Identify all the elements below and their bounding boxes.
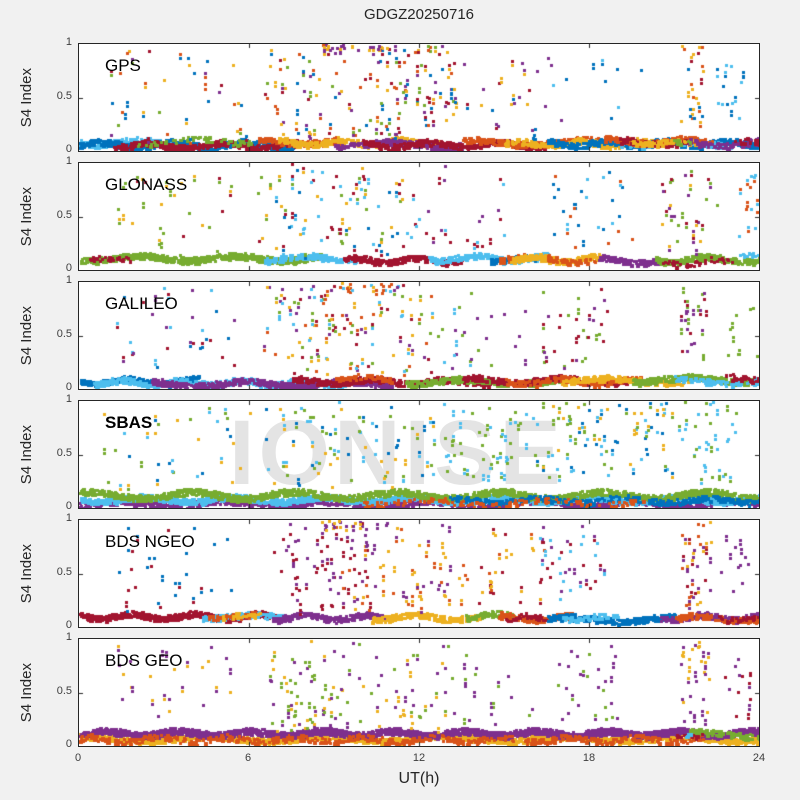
ytick-05-sbas: 0.5 [56,447,72,459]
scatter-canvas-galileo [79,282,759,389]
ytick-05-glonass: 0.5 [56,209,72,221]
panel-label-gps: GPS [105,56,141,75]
ytick-05-gps: 0.5 [56,90,72,102]
xtick-6: 6 [244,752,252,764]
xtick-12: 12 [412,752,426,764]
ytick-05-bds-ngeo: 0.5 [56,566,72,578]
ytick-05-bds-geo: 0.5 [56,685,72,697]
ytick-0-sbas: 0 [65,500,72,512]
xtick-24: 24 [752,752,766,764]
ytick-1-bds-geo: 1 [65,631,72,643]
panel-label-bds-ngeo: BDS NGEO [105,532,195,551]
scatter-canvas-gps [79,44,759,151]
chart-title: GDGZ20250716 [363,6,475,23]
panel-sbas: IONISE SBAS [78,400,760,509]
scatter-canvas-sbas [79,401,759,508]
panel-label-sbas: SBAS [105,413,153,432]
x-axis-label: UT(h) [398,770,440,787]
panel-galileo: GALILEO [78,281,760,390]
panel-bds-ngeo: BDS NGEO [78,519,760,628]
panel-glonass: GLONASS [78,162,760,271]
ytick-1-gps: 1 [65,36,72,48]
scatter-canvas-bds-geo [79,639,759,746]
ytick-0-galileo: 0 [65,381,72,393]
ytick-0-glonass: 0 [65,262,72,274]
ytick-0-bds-ngeo: 0 [65,619,72,631]
ytick-1-galileo: 1 [65,274,72,286]
panel-gps: GPS [78,43,760,152]
scatter-canvas-bds-ngeo [79,520,759,627]
ytick-1-glonass: 1 [65,155,72,167]
panel-label-glonass: GLONASS [105,175,188,194]
xtick-18: 18 [582,752,596,764]
panel-label-bds-geo: BDS GEO [105,651,183,670]
ytick-1-bds-ngeo: 1 [65,512,72,524]
ytick-0-gps: 0 [65,143,72,155]
ytick-1-sbas: 1 [65,393,72,405]
panel-label-galileo: GALILEO [105,294,178,313]
ytick-05-galileo: 0.5 [56,328,72,340]
xtick-0: 0 [74,752,82,764]
panel-bds-geo: BDS GEO [78,638,760,747]
scatter-canvas-glonass [79,163,759,270]
ytick-0-bds-geo: 0 [65,738,72,750]
